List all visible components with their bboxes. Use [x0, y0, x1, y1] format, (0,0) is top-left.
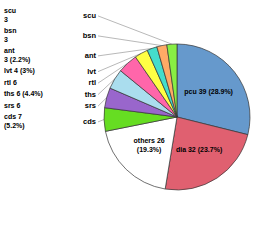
category-label: lvt [87, 67, 96, 76]
category-label: rtl [89, 78, 97, 87]
leader-line [98, 120, 104, 122]
data-label: srs 6 [4, 102, 20, 109]
label-line: srs 6 [4, 102, 20, 109]
category-label: bsn [83, 31, 97, 40]
category-label: scu [83, 11, 96, 20]
label-line: scu [4, 7, 16, 14]
label-line: dia 32 (23.7%) [176, 146, 222, 154]
label-line: 3 [4, 36, 8, 43]
label-line: ths 6 (4.4%) [4, 90, 43, 98]
data-label: dia 32 (23.7%) [176, 146, 222, 154]
pie-slice [157, 45, 177, 117]
labels: pcu 39 (28.9%) dia 32 (23.7%) others 26 (19… [4, 7, 233, 154]
pie [104, 44, 250, 190]
label-line: (19.3%) [137, 146, 162, 154]
data-label: ant 3 (2.2%) [4, 47, 30, 64]
data-label: rtl 6 [4, 79, 17, 86]
pie-slice [165, 117, 248, 190]
label-line: rtl 6 [4, 79, 17, 86]
label-line: 3 (2.2%) [4, 56, 30, 64]
label-line: bsn [4, 27, 16, 34]
label-line: lvt 4 (3%) [4, 67, 35, 75]
label-line: 3 [4, 16, 8, 23]
label-line: cds 7 [4, 113, 22, 120]
category-label: ths [85, 90, 96, 99]
pie-slice [167, 44, 177, 117]
chart: pcu 39 (28.9%) dia 32 (23.7%) others 26 (19… [0, 0, 254, 234]
label-line: (5.2%) [4, 122, 25, 130]
label-line: pcu 39 (28.9%) [184, 88, 233, 96]
category-label: srs [85, 101, 96, 110]
data-label: scu 3 [4, 7, 16, 23]
label-line: ant [4, 47, 15, 54]
leader-line [98, 36, 162, 46]
data-label: cds 7 (5.2%) [4, 113, 25, 129]
data-label: ths 6 (4.4%) [4, 90, 43, 98]
category-label: ant [85, 51, 97, 60]
data-label: others 26 (19.3%) [134, 137, 165, 154]
label-line: others 26 [134, 137, 165, 144]
data-label: bsn 3 [4, 27, 16, 43]
leader-line [98, 16, 172, 44]
data-label: lvt 4 (3%) [4, 67, 35, 75]
category-label: cds [83, 117, 96, 126]
data-label: pcu 39 (28.9%) [184, 88, 233, 96]
